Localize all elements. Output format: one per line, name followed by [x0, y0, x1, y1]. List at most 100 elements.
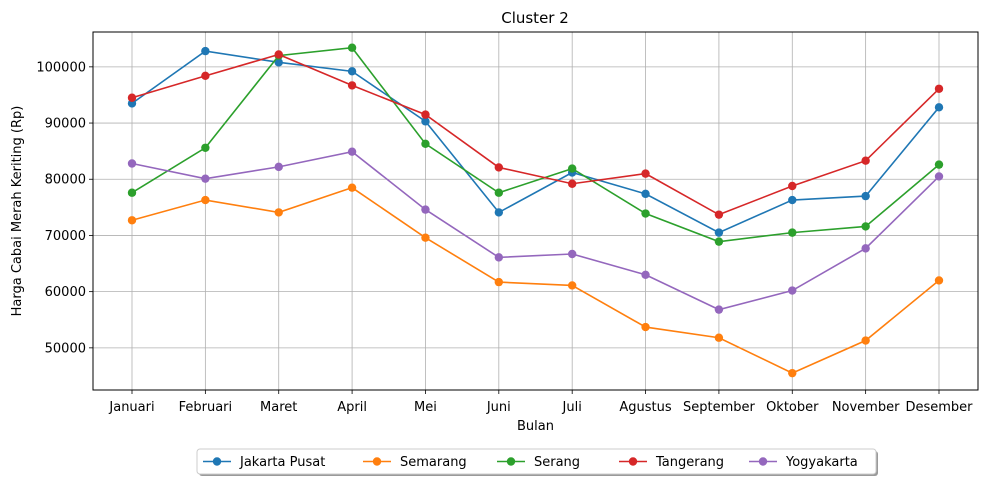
data-point-tangerang [127, 93, 137, 102]
series-line-yogyakarta [131, 150, 940, 311]
x-tick-label: Februari [179, 400, 233, 415]
data-point-semarang [934, 276, 944, 285]
data-point-semarang [421, 233, 430, 242]
y-axis-label: Harga Cabai Merah Keriting (Rp) [10, 106, 25, 317]
data-point-semarang [567, 281, 577, 290]
series-serang [127, 43, 944, 246]
series-semarang [127, 183, 944, 378]
x-axis: Januari Februari Maret April Mei Juni Juli Agus… [108, 390, 973, 415]
legend-item-tangerang: Tangerang [619, 455, 724, 470]
data-point-yogyakarta [421, 205, 430, 214]
data-point-semarang [861, 336, 870, 345]
data-point-serang [861, 222, 870, 231]
legend-item-yogyakarta: Yogyakarta [749, 455, 858, 470]
data-point-jakarta-pusat [421, 117, 430, 126]
legend-marker [212, 457, 222, 466]
legend-item-serang: Serang [497, 455, 580, 470]
data-point-yogyakarta [274, 162, 283, 172]
data-point-semarang [347, 183, 357, 192]
x-tick-label: Agustus [619, 400, 671, 415]
data-point-jakarta-pusat [714, 228, 724, 237]
x-tick-label: Mei [414, 400, 437, 415]
y-tick-label: 80000 [45, 173, 86, 188]
x-tick-label: Juli [562, 400, 582, 415]
data-point-jakarta-pusat [861, 191, 870, 201]
legend-label: Jakarta Pusat [239, 455, 325, 470]
x-tick-label: Oktober [766, 400, 819, 415]
data-point-semarang [788, 368, 797, 378]
data-point-serang [934, 160, 944, 169]
data-point-jakarta-pusat [494, 208, 504, 217]
data-point-tangerang [494, 163, 504, 172]
data-point-tangerang [347, 81, 357, 90]
data-point-yogyakarta [641, 270, 650, 279]
data-point-tangerang [567, 179, 577, 188]
data-point-tangerang [934, 84, 944, 93]
data-point-tangerang [201, 71, 210, 81]
data-point-semarang [714, 333, 724, 342]
data-point-yogyakarta [714, 305, 724, 314]
data-point-yogyakarta [494, 253, 504, 262]
data-point-yogyakarta [127, 159, 137, 168]
legend-label: Serang [534, 455, 580, 470]
data-point-tangerang [421, 110, 430, 119]
data-point-yogyakarta [567, 249, 577, 259]
y-tick-label: 60000 [45, 285, 86, 300]
data-point-serang [714, 237, 724, 246]
data-point-tangerang [861, 156, 870, 165]
data-point-tangerang [714, 210, 724, 219]
data-point-jakarta-pusat [274, 58, 283, 67]
data-point-tangerang [641, 169, 650, 178]
data-point-semarang [201, 195, 210, 205]
data-point-yogyakarta [201, 174, 210, 183]
data-point-semarang [274, 208, 283, 217]
grid-lines [93, 32, 978, 390]
legend-marker [372, 457, 382, 466]
legend-label: Tangerang [655, 455, 724, 470]
data-point-semarang [127, 216, 137, 225]
data-point-yogyakarta [347, 147, 357, 156]
legend-label: Semarang [400, 455, 467, 470]
legend-marker [758, 457, 768, 466]
series-line-jakarta-pusat [131, 50, 940, 234]
data-point-serang [347, 43, 357, 52]
legend-marker [506, 457, 516, 466]
data-point-semarang [494, 277, 504, 287]
data-point-jakarta-pusat [788, 195, 797, 205]
series-line-tangerang [131, 53, 940, 216]
data-point-serang [494, 188, 504, 197]
data-point-semarang [641, 322, 650, 332]
series-yogyakarta [127, 147, 944, 314]
x-tick-label: April [337, 400, 367, 415]
legend-item-jakarta-pusat: Jakarta Pusat [203, 455, 325, 470]
chart-title: Cluster 2 [501, 9, 569, 27]
data-point-jakarta-pusat [201, 46, 210, 56]
data-point-serang [201, 143, 210, 152]
data-point-yogyakarta [934, 172, 944, 181]
data-point-jakarta-pusat [641, 189, 650, 199]
data-point-serang [567, 164, 577, 173]
data-point-tangerang [274, 50, 283, 59]
y-tick-label: 90000 [45, 117, 86, 132]
x-tick-label: Januari [108, 400, 154, 415]
plot-frame [92, 31, 979, 391]
legend-item-semarang: Semarang [363, 455, 467, 470]
series-layer [127, 43, 944, 378]
data-point-jakarta-pusat [934, 103, 944, 112]
data-point-serang [641, 209, 650, 218]
x-tick-label: November [832, 400, 900, 415]
legend-marker [628, 457, 638, 466]
data-point-jakarta-pusat [347, 67, 357, 76]
x-axis-label: Bulan [517, 419, 554, 434]
x-tick-label: Desember [905, 400, 973, 415]
data-point-tangerang [788, 181, 797, 191]
series-jakarta-pusat [127, 46, 944, 237]
data-point-yogyakarta [788, 286, 797, 295]
y-axis: 50000 60000 70000 80000 90000 100000 [36, 60, 93, 356]
data-point-yogyakarta [861, 244, 870, 253]
y-tick-label: 50000 [45, 341, 86, 356]
x-tick-label: Juni [486, 400, 511, 415]
data-point-serang [421, 139, 430, 149]
legend-label: Yogyakarta [785, 455, 858, 470]
